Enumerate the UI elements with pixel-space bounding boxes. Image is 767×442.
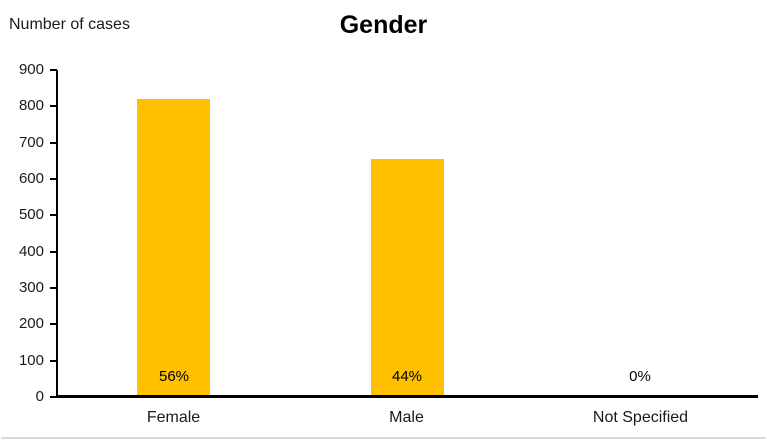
- bar-male: [371, 159, 444, 397]
- y-tick-label: 800: [18, 97, 44, 114]
- y-tick-mark: [50, 287, 57, 289]
- data-label-male: 44%: [391, 368, 423, 385]
- x-label-not-specified: Not Specified: [592, 409, 689, 426]
- bottom-divider: [1, 437, 766, 439]
- y-tick-mark: [50, 360, 57, 362]
- y-tick-mark: [50, 251, 57, 253]
- y-tick-mark: [50, 142, 57, 144]
- y-tick-label: 0: [35, 388, 44, 405]
- y-tick-mark: [50, 214, 57, 216]
- data-label-not-specified: 0%: [629, 368, 651, 385]
- y-tick-label: 900: [18, 61, 44, 78]
- y-tick-label: 600: [18, 170, 44, 187]
- y-tick-mark: [50, 69, 57, 71]
- data-label-female: 56%: [158, 368, 190, 385]
- x-label-male: Male: [389, 409, 424, 426]
- y-tick-label: 400: [18, 243, 44, 260]
- bar-female: [137, 99, 210, 397]
- chart-title: Gender: [339, 11, 428, 39]
- y-tick-label: 200: [18, 315, 44, 332]
- y-axis-title: Number of cases: [9, 16, 130, 33]
- y-tick-mark: [50, 396, 57, 398]
- y-tick-label: 700: [18, 134, 44, 151]
- y-tick-label: 300: [18, 279, 44, 296]
- y-tick-mark: [50, 105, 57, 107]
- y-axis-line: [56, 70, 58, 397]
- x-label-female: Female: [146, 409, 201, 426]
- y-tick-label: 500: [18, 206, 44, 223]
- y-tick-mark: [50, 178, 57, 180]
- y-tick-mark: [50, 323, 57, 325]
- y-tick-label: 100: [18, 352, 44, 369]
- x-axis-line: [56, 395, 758, 398]
